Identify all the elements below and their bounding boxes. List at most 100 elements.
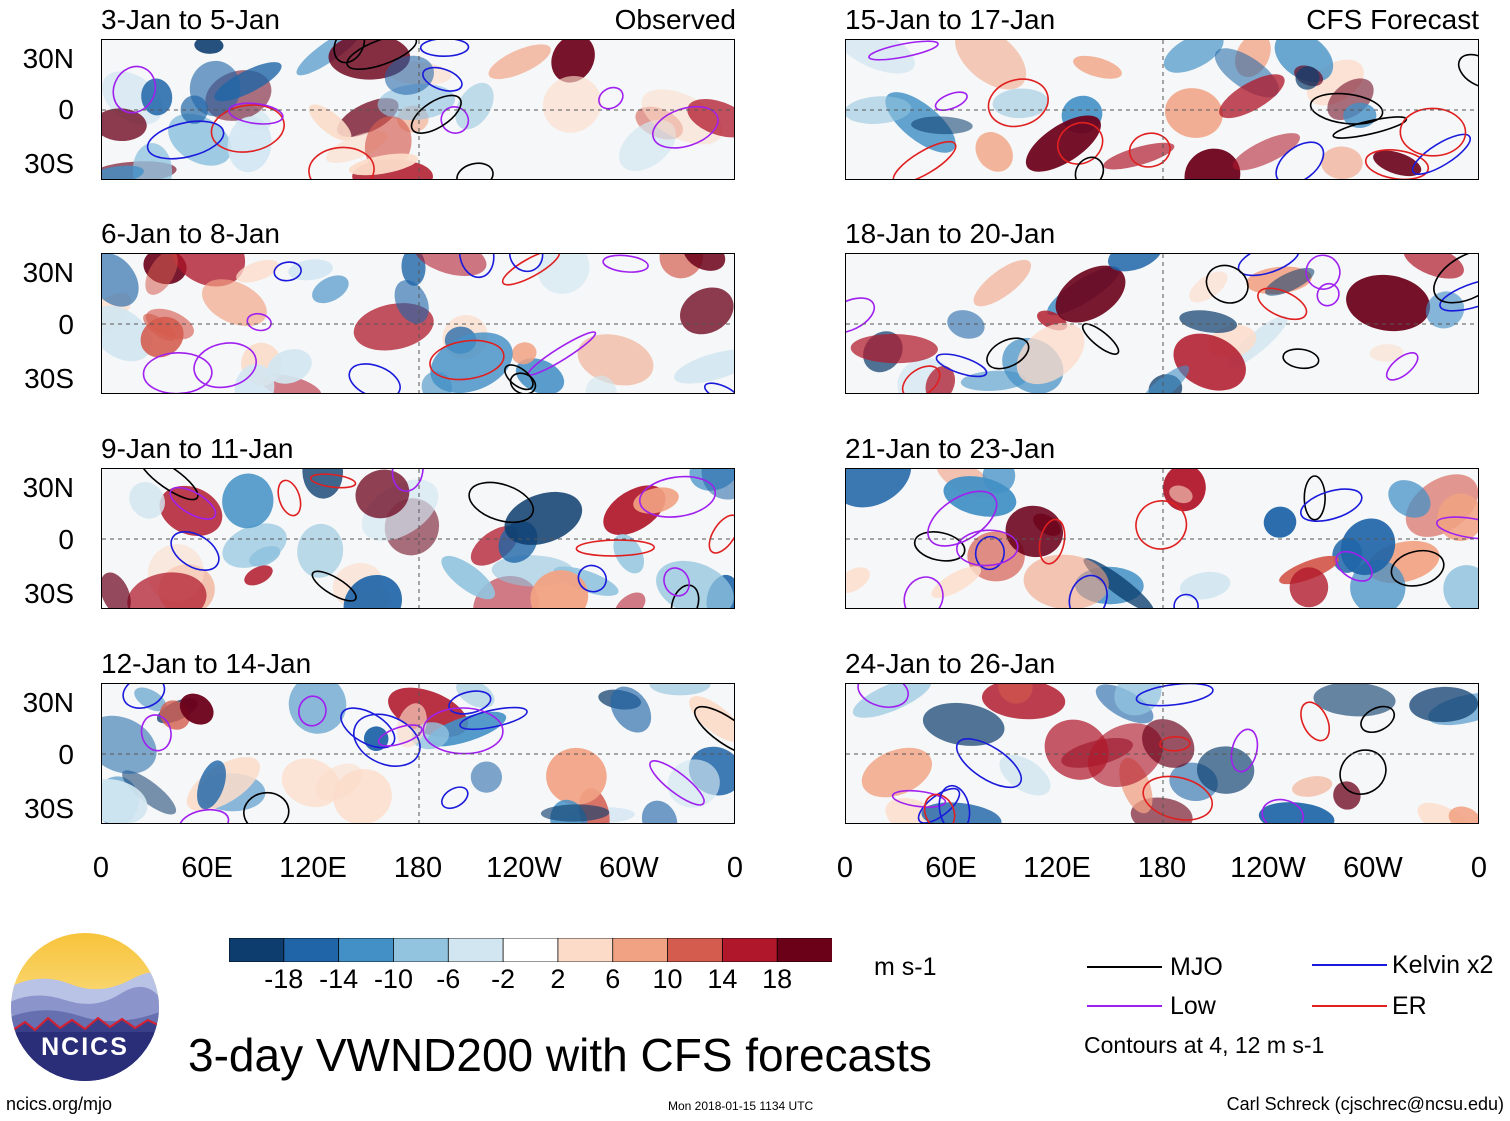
anomaly-shading [1443, 565, 1478, 608]
anomaly-shading [546, 747, 607, 805]
map-field [102, 684, 734, 823]
anomaly-shading [515, 358, 565, 393]
anomaly-shading [1373, 150, 1422, 177]
wave-contour [112, 65, 157, 114]
wave-contour [1261, 798, 1304, 823]
anomaly-shading [850, 333, 938, 364]
wave-contour [1159, 735, 1191, 752]
anomaly-shading [537, 254, 590, 294]
anomaly-shading [102, 165, 144, 179]
wave-contour [693, 705, 734, 756]
anomaly-shading [1163, 40, 1224, 73]
anomaly-shading [992, 88, 1049, 119]
wave-contour [277, 479, 302, 517]
ncics-logo[interactable]: NCICS [10, 932, 160, 1082]
anomaly-shading [1179, 571, 1231, 600]
anomaly-shading [456, 684, 495, 708]
wave-contour [1433, 254, 1478, 304]
anomaly-shading [168, 113, 232, 166]
anomaly-shading [999, 754, 1051, 796]
anomaly-shading [170, 254, 246, 287]
panel-title: 18-Jan to 20-Jan [845, 218, 1056, 249]
anomaly-shading [540, 804, 610, 822]
lat-label-eq: 0 [58, 309, 74, 340]
wave-contour [410, 94, 462, 134]
wave-contour [1390, 549, 1445, 587]
anomaly-shading [140, 316, 184, 358]
wave-contour [139, 469, 199, 501]
wave-contour [903, 576, 944, 608]
anomaly-shading [701, 469, 734, 500]
wave-contour [1275, 141, 1325, 179]
wave-contour [456, 162, 494, 179]
lon-label: 0 [92, 852, 110, 884]
anomaly-shading [141, 78, 173, 116]
anomaly-shading [414, 254, 487, 277]
legend-label-mjo: MJO [1170, 953, 1223, 981]
anomaly-shading [852, 684, 932, 718]
wave-contour [892, 140, 957, 179]
wave-contour [1335, 550, 1373, 582]
anomaly-shading [1016, 322, 1085, 385]
anomaly-shading [551, 40, 595, 83]
wave-contour [846, 297, 876, 334]
anomaly-shading [470, 761, 502, 793]
anomaly-shading [931, 566, 982, 598]
map-panel [845, 468, 1479, 609]
anomaly-shading [667, 759, 720, 808]
wave-contour [974, 535, 1005, 571]
anomaly-shading [102, 108, 147, 142]
map-field [846, 40, 1478, 179]
colorbar-tick-label: -2 [491, 964, 516, 994]
footer-url[interactable]: ncics.org/mjo [6, 1094, 113, 1114]
anomaly-shading [236, 259, 279, 283]
anomaly-shading [1169, 485, 1193, 504]
anomaly-shading [1289, 567, 1329, 608]
anomaly-shading [201, 279, 267, 327]
wave-contour [122, 684, 166, 709]
wave-contour [308, 146, 375, 179]
anomaly-shading [674, 349, 734, 384]
anomaly-shading [619, 119, 676, 171]
anomaly-shading [302, 469, 344, 499]
anomaly-shading [122, 770, 177, 815]
anomaly-shading [308, 104, 352, 141]
wave-contour [429, 339, 505, 381]
wave-contour [170, 531, 220, 571]
anomaly-shading [659, 254, 704, 279]
anomaly-shading [249, 546, 281, 567]
lon-label: 0 [726, 852, 744, 884]
wave-contour [298, 695, 327, 727]
anomaly-shading [998, 684, 1033, 704]
anomaly-shading [1138, 365, 1190, 393]
observed-label: Observed [614, 4, 736, 35]
anomaly-shading [315, 763, 362, 801]
lon-label: 180 [1137, 852, 1187, 884]
wave-contour [1309, 92, 1384, 125]
anomaly-shading [145, 254, 178, 295]
anomaly-shading [394, 280, 429, 324]
wave-contour [857, 684, 909, 708]
lat-label-30s: 30S [24, 793, 74, 824]
footer-author: Carl Schreck (cjschrec@ncsu.edu) [1226, 1094, 1504, 1114]
anomaly-shading [925, 365, 956, 393]
anomaly-shading [1023, 554, 1109, 608]
wave-contour [1385, 352, 1419, 381]
map-panel [101, 39, 735, 180]
anomaly-shading [102, 779, 148, 823]
anomaly-shading [922, 702, 1005, 746]
anomaly-shading [1321, 146, 1363, 179]
anomaly-shading [1189, 271, 1228, 303]
map-field [102, 469, 734, 608]
wave-contour [927, 490, 998, 547]
wave-contour [440, 106, 470, 134]
anomaly-shading [102, 715, 157, 774]
wave-contour [228, 102, 284, 125]
map-field [846, 254, 1478, 393]
colorbar-tick-label: 6 [605, 964, 621, 994]
anomaly-shading [1448, 806, 1478, 823]
anomaly-shading [102, 572, 131, 608]
panel-title: 6-Jan to 8-Jan [101, 218, 280, 249]
lat-label-30n: 30N [22, 43, 74, 74]
colorbar-swatch [667, 937, 724, 963]
